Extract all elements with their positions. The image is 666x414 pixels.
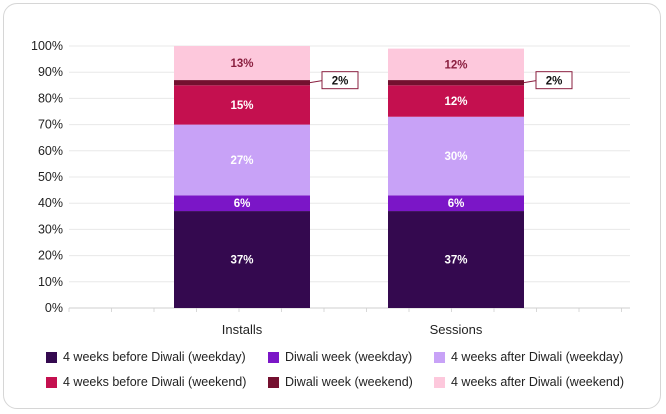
legend-label: 4 weeks after Diwali (weekday) — [451, 350, 624, 364]
legend-item-diwali-weekend: Diwali week (weekend) — [268, 375, 434, 389]
data-label: 2% — [546, 76, 563, 88]
legend-label: Diwali week (weekend) — [285, 375, 413, 389]
y-tick-label: 30% — [38, 222, 63, 236]
y-tick-label: 0% — [45, 301, 63, 315]
legend-swatch — [268, 351, 279, 363]
data-label: 2% — [332, 76, 349, 88]
data-label: 6% — [234, 198, 251, 210]
x-tick-label: Installs — [222, 322, 263, 337]
bar-segment — [174, 195, 310, 212]
chart-legend: 4 weeks before Diwali (weekday) Diwali w… — [46, 350, 646, 389]
legend-swatch — [46, 351, 57, 363]
bar-segment — [174, 85, 310, 125]
legend-label: 4 weeks after Diwali (weekend) — [451, 375, 624, 389]
legend-swatch — [46, 376, 57, 388]
data-label: 37% — [444, 255, 467, 267]
data-label: 15% — [230, 100, 253, 112]
y-tick-label: 50% — [38, 170, 63, 184]
stacked-bar-chart: 0% 10% 20% 30% 40% 50% 60% 70% 80% 90% 100% 37% 6% 27… — [31, 39, 630, 337]
legend-item-after-weekend: 4 weeks after Diwali (weekend) — [434, 375, 646, 389]
legend-label: Diwali week (weekday) — [285, 350, 413, 364]
bar-segment — [388, 48, 524, 81]
legend-label: 4 weeks before Diwali (weekday) — [63, 350, 246, 364]
x-tick-label: Sessions — [430, 322, 483, 337]
bar-segment — [388, 85, 524, 117]
bar-segment — [388, 211, 524, 308]
bar-segment — [174, 124, 310, 196]
data-label: 37% — [230, 255, 253, 267]
legend-swatch — [434, 351, 445, 363]
data-label: 12% — [444, 59, 467, 71]
y-tick-label: 40% — [38, 196, 63, 210]
y-tick-label: 70% — [38, 118, 63, 132]
callout-box — [321, 71, 359, 90]
legend-item-diwali-weekday: Diwali week (weekday) — [268, 350, 434, 364]
bar-segment — [388, 80, 524, 86]
data-label: 13% — [230, 58, 253, 70]
y-tick-label: 60% — [38, 144, 63, 158]
data-label: 6% — [448, 198, 465, 210]
y-tick-label: 10% — [38, 275, 63, 289]
chart-frame: 0% 10% 20% 30% 40% 50% 60% 70% 80% 90% 100% 37% 6% 27… — [3, 3, 661, 409]
legend-item-before-weekend: 4 weeks before Diwali (weekend) — [46, 375, 268, 389]
legend-swatch — [434, 376, 445, 388]
y-tick-label: 20% — [38, 249, 63, 263]
callout-leader-line — [309, 80, 323, 84]
data-label: 12% — [444, 96, 467, 108]
bar-segment — [388, 195, 524, 212]
bar-segment — [174, 80, 310, 86]
legend-item-after-weekday: 4 weeks after Diwali (weekday) — [434, 350, 646, 364]
y-tick-label: 80% — [38, 91, 63, 105]
legend-swatch — [268, 376, 279, 388]
y-tick-label: 90% — [38, 65, 63, 79]
data-label: 30% — [444, 151, 467, 163]
legend-item-before-weekday: 4 weeks before Diwali (weekday) — [46, 350, 268, 364]
y-tick-label: 100% — [31, 39, 63, 53]
data-label: 27% — [230, 155, 253, 167]
callout-leader-line — [523, 80, 537, 84]
legend-label: 4 weeks before Diwali (weekend) — [63, 375, 247, 389]
bar-segment — [174, 211, 310, 308]
callout-box — [535, 71, 573, 90]
bar-segment — [388, 116, 524, 196]
bar-segment — [174, 46, 310, 81]
